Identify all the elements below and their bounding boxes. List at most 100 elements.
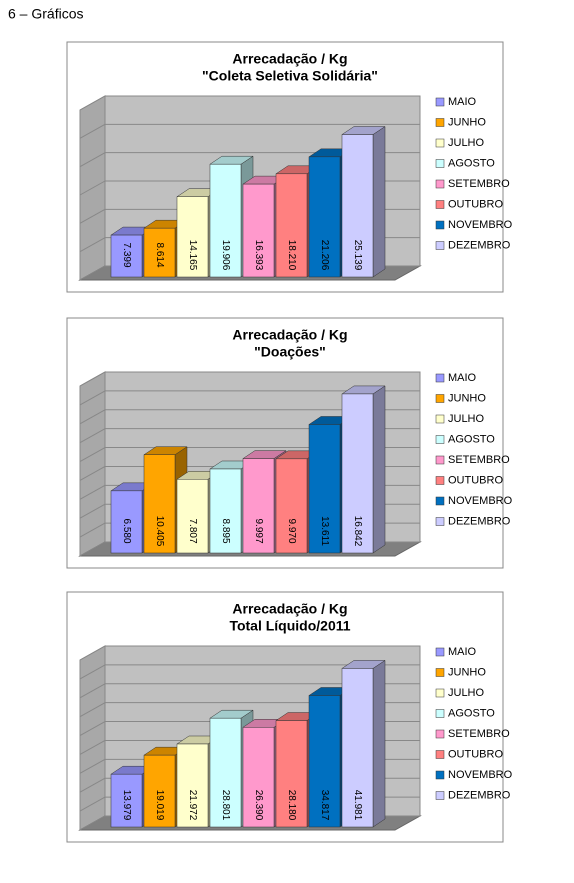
grid-line-side xyxy=(79,541,106,557)
legend-swatch xyxy=(435,118,445,127)
legend-label: SETEMBRO xyxy=(448,454,510,466)
legend-swatch xyxy=(435,159,445,168)
grid-line-side xyxy=(79,152,106,168)
grid-line-side xyxy=(79,466,106,481)
bar xyxy=(209,468,242,554)
chart-title: Arrecadação / Kg xyxy=(232,51,347,67)
legend-label: JUNHO xyxy=(448,392,486,404)
grid-line-side xyxy=(79,522,106,538)
legend-swatch xyxy=(435,668,445,677)
value-label: 16.842 xyxy=(352,516,363,547)
bar xyxy=(275,173,308,278)
legend-swatch xyxy=(435,373,445,383)
grid-line-side xyxy=(79,702,106,718)
value-label: 9.970 xyxy=(286,518,297,543)
value-label: 25.139 xyxy=(352,240,363,271)
grid-line-side xyxy=(79,237,106,253)
value-label: 8.895 xyxy=(220,518,231,543)
value-label: 9.997 xyxy=(253,518,264,543)
legend-swatch xyxy=(435,770,445,780)
bar xyxy=(341,393,374,554)
legend-label: OUTUBRO xyxy=(448,474,503,486)
legend-swatch xyxy=(435,179,445,189)
grid-line-side xyxy=(79,95,106,111)
bar xyxy=(341,134,374,278)
legend-label: JUNHO xyxy=(448,666,486,678)
legend-label: JUNHO xyxy=(448,116,486,128)
bar xyxy=(308,424,341,554)
bar xyxy=(143,454,176,554)
grid-line-side xyxy=(79,123,106,139)
legend-label: DEZEMBRO xyxy=(448,515,511,527)
legend-label: MAIO xyxy=(448,646,477,658)
bar xyxy=(308,156,341,278)
grid-line-side xyxy=(79,503,106,519)
legend-label: OUTUBRO xyxy=(448,748,503,760)
legend-label: MAIO xyxy=(448,96,477,108)
side-wall xyxy=(79,645,106,831)
grid-line-side xyxy=(79,371,106,387)
legend-label: NOVEMBRO xyxy=(448,495,513,507)
legend-swatch xyxy=(435,414,445,424)
bar xyxy=(110,234,143,278)
heading: 6 – Gráficos xyxy=(8,6,83,22)
value-label: 14.165 xyxy=(187,240,198,271)
legend-swatch xyxy=(435,729,445,739)
legend-label: AGOSTO xyxy=(448,707,495,719)
value-label: 21.972 xyxy=(187,790,198,821)
legend-swatch xyxy=(435,394,445,403)
chart-title: Arrecadação / Kg xyxy=(232,601,347,617)
legend-label: NOVEMBRO xyxy=(448,219,513,231)
bar-side xyxy=(372,659,386,828)
value-label: 10.405 xyxy=(154,516,165,547)
legend-swatch xyxy=(435,220,445,230)
legend-swatch xyxy=(435,709,445,718)
grid-line-side xyxy=(79,683,106,699)
legend-swatch xyxy=(435,647,445,657)
bar xyxy=(242,458,275,554)
value-label: 13.979 xyxy=(121,790,132,821)
legend-label: DEZEMBRO xyxy=(448,239,511,251)
legend-swatch xyxy=(435,517,445,526)
value-label: 19.906 xyxy=(220,240,231,271)
grid-line-side xyxy=(79,664,106,680)
bar-side xyxy=(372,126,386,278)
value-label: 16.393 xyxy=(253,240,264,271)
bar xyxy=(275,720,308,828)
chart-subtitle: "Doações" xyxy=(254,344,326,360)
chart-subtitle: Total Líquido/2011 xyxy=(229,618,350,634)
legend-label: SETEMBRO xyxy=(448,178,510,190)
chart-title: Arrecadação / Kg xyxy=(232,327,347,343)
bar xyxy=(176,743,209,828)
bar xyxy=(209,163,242,278)
value-label: 21.206 xyxy=(319,240,330,271)
grid-line-side xyxy=(79,265,106,281)
bar xyxy=(308,695,341,828)
bar xyxy=(275,458,308,554)
grid-line-side xyxy=(79,815,106,831)
legend-swatch xyxy=(435,435,445,444)
legend-label: JULHO xyxy=(448,137,485,149)
bar xyxy=(143,227,176,278)
grid-line-side xyxy=(79,721,106,736)
legend-swatch xyxy=(435,688,445,698)
value-label: 8.614 xyxy=(154,242,165,267)
legend-swatch xyxy=(435,97,445,107)
grid-line-side xyxy=(79,428,106,444)
value-label: 28.180 xyxy=(286,790,297,821)
value-label: 7.807 xyxy=(187,518,198,543)
legend-swatch xyxy=(435,138,445,148)
value-label: 13.611 xyxy=(319,516,330,546)
grid-line-side xyxy=(79,390,106,406)
legend-label: AGOSTO xyxy=(448,433,495,445)
legend-swatch xyxy=(435,791,445,800)
side-wall xyxy=(79,371,106,557)
legend-label: NOVEMBRO xyxy=(448,769,513,781)
bar xyxy=(341,668,374,828)
grid-line-side xyxy=(79,484,106,500)
grid-line-side xyxy=(79,758,106,774)
value-label: 34.817 xyxy=(319,790,330,821)
value-label: 7.399 xyxy=(121,242,132,267)
legend-swatch xyxy=(435,496,445,506)
